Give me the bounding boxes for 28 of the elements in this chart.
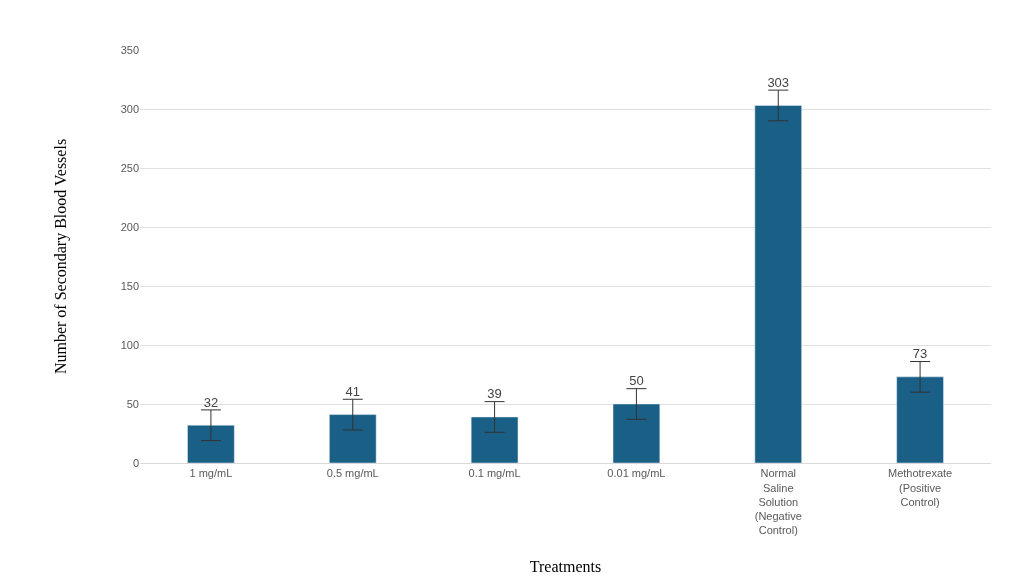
bar: [612, 403, 661, 463]
y-tick-label: 300: [120, 102, 139, 115]
y-tick-label: 0: [132, 456, 139, 469]
data-label: 303: [767, 74, 790, 90]
bar: [187, 424, 235, 463]
x-tick-label: 0.1 mg/mL: [468, 467, 521, 480]
bar: [896, 376, 944, 463]
y-tick-label: 100: [120, 338, 139, 351]
data-label: 73: [912, 346, 928, 362]
x-axis-title: Treatments: [529, 558, 602, 576]
bar: [470, 416, 519, 463]
y-tick-label: 150: [120, 279, 139, 292]
data-label: 39: [487, 386, 502, 402]
data-label: 32: [203, 394, 219, 410]
y-tick-label: 350: [120, 43, 139, 56]
bar: [329, 414, 377, 463]
y-tick-label: 50: [126, 397, 139, 410]
y-axis-title: Number of Secondary Blood Vessels: [51, 138, 70, 375]
x-tick-label: Normal Saline Solution (Negative Control): [754, 467, 802, 537]
x-tick-label: 1 mg/mL: [189, 467, 233, 480]
y-tick-label: 250: [120, 161, 139, 174]
bar: [754, 105, 802, 463]
data-label: 41: [345, 384, 360, 400]
x-tick-label: Methotrexate (Positive Control): [887, 467, 953, 508]
y-tick-label: 200: [120, 220, 139, 233]
x-tick-label: 0.01 mg/mL: [607, 467, 666, 480]
data-label: 50: [629, 373, 644, 389]
x-tick-label: 0.5 mg/mL: [326, 467, 379, 480]
